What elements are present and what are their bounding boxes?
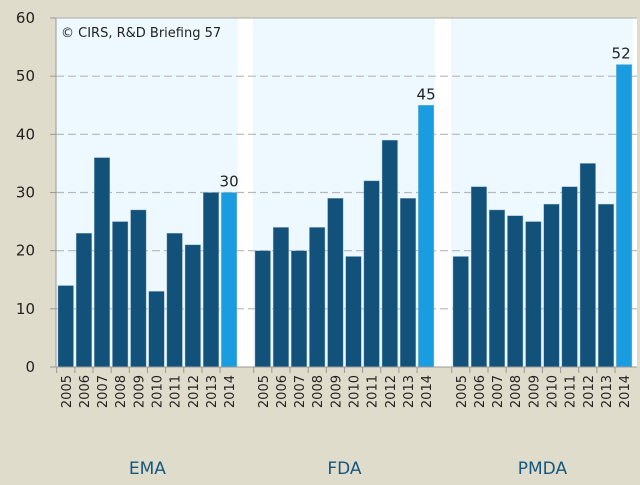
bar-fda-2009 (327, 198, 344, 368)
x-tick-label: 2009 (527, 375, 542, 408)
x-tick-label: 2013 (205, 375, 220, 408)
bar-fda-2011 (363, 180, 380, 368)
x-tick-label: 2006 (473, 375, 488, 408)
x-tick-label: 2007 (491, 375, 506, 408)
bar-pmda-2005 (452, 256, 469, 368)
x-tick-label: 2013 (402, 375, 417, 408)
bar-pmda-2010 (543, 203, 560, 368)
bar-pmda-2014 (616, 64, 633, 368)
data-label-pmda: 52 (612, 45, 631, 63)
bars (57, 64, 633, 368)
x-tick-label: 2007 (293, 375, 308, 408)
x-tick-label: 2012 (384, 375, 399, 408)
bar-fda-2012 (381, 139, 398, 368)
x-tick-label: 2014 (223, 375, 238, 408)
x-tick-label: 2014 (420, 375, 435, 408)
x-tick-label: 2005 (60, 375, 75, 408)
x-tick-labels: 2005 2006 2007 2008 2009 2010 2011 2012 2013 2014… (56, 367, 633, 408)
group-labels: EMA FDA PMDA (129, 459, 568, 479)
bar-fda-2010 (345, 256, 362, 368)
y-tick-label: 40 (16, 125, 35, 143)
bar-fda-2008 (309, 227, 326, 368)
x-tick-label: 2014 (618, 375, 633, 408)
bar-fda-2014 (418, 105, 435, 368)
x-tick-label: 2005 (257, 375, 272, 408)
bar-pmda-2009 (525, 221, 542, 368)
data-labels: 30 45 52 (220, 45, 631, 191)
bar-ema-2006 (75, 233, 92, 368)
bar-fda-2013 (400, 198, 416, 368)
bar-ema-2007 (94, 157, 111, 368)
data-label-fda: 45 (417, 85, 436, 103)
x-tick-label: 2009 (132, 375, 147, 408)
x-tick-label: 2011 (366, 375, 381, 408)
x-tick-label: 2006 (275, 375, 290, 408)
group-label-pmda: PMDA (518, 459, 568, 479)
x-tick-label: 2008 (311, 375, 326, 408)
x-tick-label: 2005 (455, 375, 470, 408)
x-tick-label: 2013 (600, 375, 615, 408)
group-label-fda: FDA (327, 459, 362, 479)
y-tick-label: 10 (16, 300, 35, 318)
bar-pmda-2007 (489, 209, 505, 368)
bar-ema-2014 (221, 192, 238, 368)
bar-ema-2010 (148, 291, 165, 368)
x-tick-label: 2010 (151, 375, 166, 408)
y-tick-label: 50 (16, 67, 35, 85)
x-tick-label: 2006 (78, 375, 93, 408)
x-tick-label: 2009 (329, 375, 344, 408)
bar-ema-2009 (130, 209, 147, 368)
y-tick-label: 30 (16, 184, 35, 202)
bar-pmda-2006 (470, 186, 487, 368)
bar-ema-2012 (184, 244, 201, 368)
bar-fda-2005 (254, 250, 271, 368)
bar-ema-2005 (57, 285, 74, 368)
x-tick-label: 2010 (546, 375, 561, 408)
group-label-ema: EMA (129, 459, 166, 479)
bar-fda-2007 (291, 250, 307, 368)
bar-pmda-2011 (561, 186, 578, 368)
x-tick-label: 2008 (509, 375, 524, 408)
x-tick-label: 2012 (187, 375, 202, 408)
bar-ema-2008 (112, 221, 129, 368)
bar-pmda-2012 (579, 163, 596, 368)
bar-fda-2006 (272, 227, 289, 368)
bar-pmda-2013 (598, 203, 614, 368)
bar-ema-2011 (166, 233, 183, 368)
y-tick-label: 0 (25, 358, 35, 376)
x-tick-label: 2011 (564, 375, 579, 408)
bar-pmda-2008 (507, 215, 524, 368)
y-tick-label: 20 (16, 242, 35, 260)
y-tick-labels: 0 10 20 30 40 50 60 (16, 9, 56, 376)
x-tick-label: 2012 (582, 375, 597, 408)
bar-ema-2013 (202, 192, 219, 368)
x-tick-label: 2011 (169, 375, 184, 408)
copyright-annotation: © CIRS, R&D Briefing 57 (61, 26, 221, 41)
y-tick-label: 60 (16, 9, 35, 27)
x-tick-label: 2008 (114, 375, 129, 408)
x-tick-label: 2010 (348, 375, 363, 408)
data-label-ema: 30 (220, 173, 239, 191)
x-tick-label: 2007 (96, 375, 111, 408)
